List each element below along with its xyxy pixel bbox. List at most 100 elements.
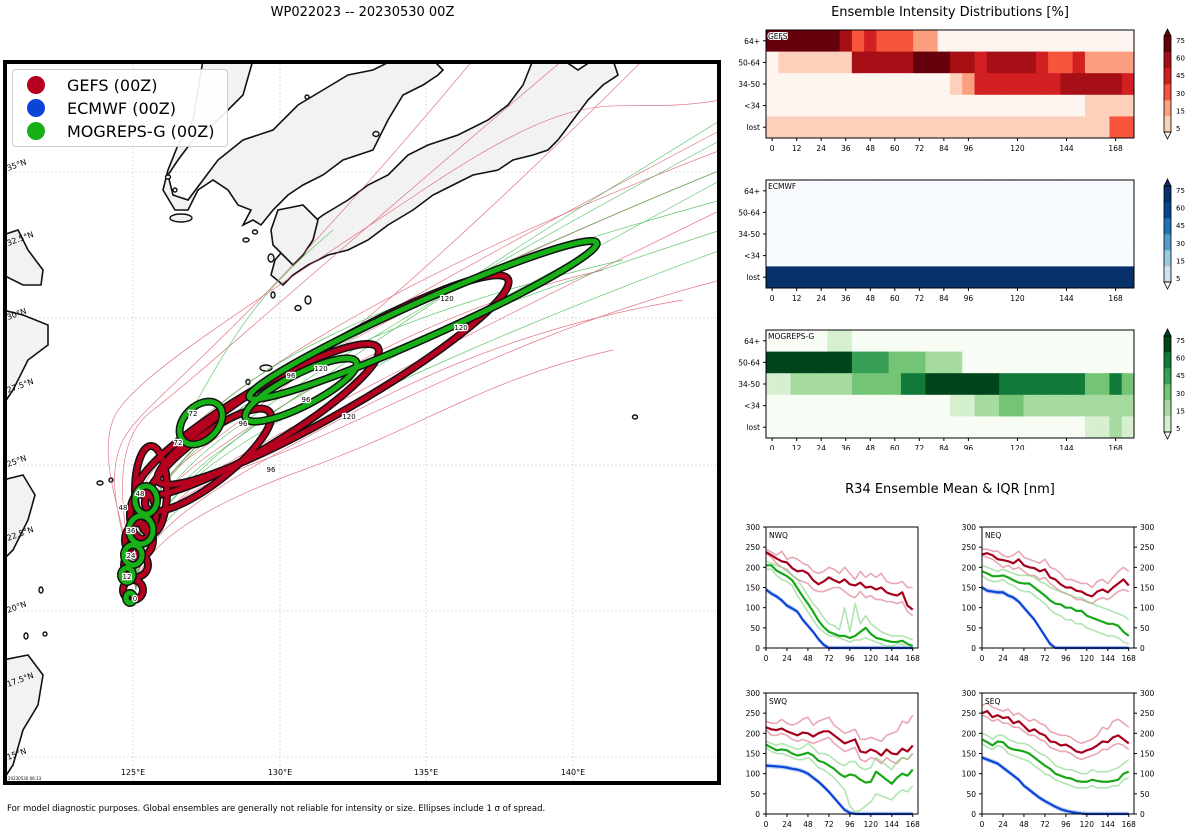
heatmap-cell [778,51,792,74]
heatmap-cell [974,223,988,246]
series-line [981,564,1130,621]
heatmap-cell [815,73,828,96]
heatmap-cell [864,266,877,289]
y-tick-label-right: 150 [1140,750,1155,759]
series-line [981,570,1130,637]
row-label: 34-50 [738,380,760,389]
heatmap-cell [778,30,792,53]
heatmap-cell [1121,180,1135,203]
heatmap-cell [986,30,1000,53]
heatmap-cell [1084,201,1098,224]
heatmap-cell [1011,416,1025,439]
r34-plot-area [766,527,918,648]
heatmap-cell [974,51,988,74]
heatmap-cell [950,30,963,53]
heatmap-cell [851,94,865,117]
x-tick-label: 84 [939,144,949,153]
heatmap-cell [888,330,902,353]
heatmap-cell [827,180,841,203]
heatmap-cell [1048,116,1061,139]
heatmap-cell [1072,330,1086,353]
heatmap-cell [1035,416,1049,439]
heatmap-cell [999,30,1012,53]
heatmap-cell [778,201,792,224]
heatmap-cell [1035,373,1049,396]
y-tick-label: 200 [746,563,761,572]
quadrant-label: SWQ [769,697,787,706]
heatmap-model-label: MOGREPS-G [768,332,814,341]
x-tick-label: 144 [1101,654,1116,663]
heatmap-cell [1084,394,1098,417]
heatmap-cell [851,330,865,353]
heatmap-cell [999,201,1012,224]
heatmap-cell [950,94,963,117]
heatmap-cell [962,330,976,353]
heatmap-cell [864,351,877,374]
heatmap-cell [827,201,841,224]
heatmap-cell [1109,394,1123,417]
heatmap-cell [827,394,841,417]
heatmap-cell [1048,51,1061,74]
heatmap-cell [778,73,792,96]
row-label: 34-50 [738,230,760,239]
heatmap-cell [827,330,841,353]
x-tick-label: 72 [1040,654,1050,663]
series-line [981,732,1130,775]
heatmap-cell [1060,373,1074,396]
y-tick-label-right: 200 [1140,729,1155,738]
heatmap-cell [1035,201,1049,224]
heatmap-cell [950,373,963,396]
heatmap-cell [876,394,890,417]
heatmap-cell [1011,73,1025,96]
intensity-heatmaps: GEFS 64+ 50-64 34-50 <34 lost 0 12 24 36 48 60 72 84 9… [738,28,1185,450]
heatmap-cell [986,223,1000,246]
x-tick-label: 48 [803,820,813,829]
y-tick-label: 150 [746,584,761,593]
heatmap-cell [1023,394,1037,417]
colorbar-segment [1164,368,1171,385]
x-tick-label: 84 [939,294,949,303]
heatmap-cell [1072,73,1086,96]
heatmap-cell [864,373,877,396]
heatmap-cell [888,223,902,246]
heatmap-cell [1121,394,1135,417]
heatmap-cell [986,244,1000,267]
heatmap-cell [778,266,792,289]
heatmap-cell [1060,330,1074,353]
heatmap-cell [1121,244,1135,267]
heatmap-cell [1060,30,1074,53]
heatmap-cell [802,51,816,74]
heatmap-cell [1060,116,1074,139]
x-tick-label: 48 [865,144,875,153]
heatmap-cell [766,116,779,139]
x-tick-label: 96 [845,820,855,829]
heatmap-cell [1109,244,1123,267]
x-tick-label: 120 [864,820,879,829]
series-line [981,714,1130,761]
heatmap-cell [851,266,865,289]
series-line [765,728,914,765]
ellipse-label: 36 [127,527,136,535]
x-tick-label: 120 [864,654,879,663]
heatmap-cell [1023,30,1037,53]
heatmap-cell [1035,244,1049,267]
heatmap-cell [900,180,914,203]
x-tick-label: 96 [964,144,974,153]
ellipse-label: 120 [440,295,453,303]
heatmap-cell [925,73,939,96]
heatmap-cell [802,244,816,267]
heatmap-cell [925,116,939,139]
row-label: lost [746,273,760,282]
colorbar-tick-label: 15 [1176,257,1185,265]
y-tick-label: 300 [962,523,977,532]
heatmap-cell [839,51,853,74]
ellipse-label: 48 [119,504,128,512]
heatmap-cell [778,373,792,396]
heatmap-cell [815,394,828,417]
colorbar-arrow-top-icon [1163,28,1172,37]
heatmap-cell [913,116,926,139]
x-tick-label: 72 [824,820,834,829]
colorbar-segment [1164,384,1171,401]
colorbar-tick-label: 15 [1176,407,1185,415]
